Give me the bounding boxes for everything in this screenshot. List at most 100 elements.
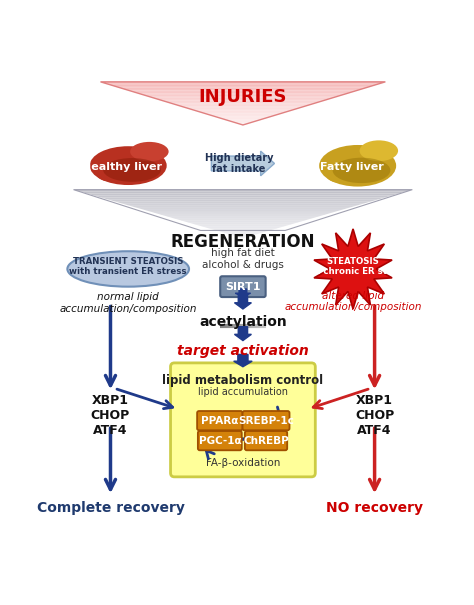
Text: Complete recovery: Complete recovery bbox=[36, 502, 184, 515]
Polygon shape bbox=[138, 93, 347, 95]
Polygon shape bbox=[186, 108, 300, 109]
Text: XBP1
CHOP
ATF4: XBP1 CHOP ATF4 bbox=[355, 394, 394, 437]
Text: INJURIES: INJURIES bbox=[199, 88, 287, 106]
Polygon shape bbox=[228, 120, 257, 122]
Text: Healthy liver: Healthy liver bbox=[82, 162, 163, 172]
Polygon shape bbox=[209, 229, 277, 231]
Polygon shape bbox=[219, 118, 267, 119]
Polygon shape bbox=[135, 207, 351, 209]
Ellipse shape bbox=[90, 146, 167, 185]
Polygon shape bbox=[235, 295, 251, 309]
Polygon shape bbox=[108, 199, 378, 201]
Polygon shape bbox=[124, 89, 362, 91]
Polygon shape bbox=[121, 203, 365, 205]
Polygon shape bbox=[235, 289, 251, 296]
Polygon shape bbox=[176, 105, 310, 106]
Polygon shape bbox=[216, 231, 270, 232]
Polygon shape bbox=[236, 236, 250, 238]
Polygon shape bbox=[100, 197, 385, 199]
Text: SIRT1: SIRT1 bbox=[225, 282, 261, 292]
Ellipse shape bbox=[327, 169, 358, 183]
Polygon shape bbox=[148, 96, 338, 97]
Polygon shape bbox=[168, 217, 318, 219]
Polygon shape bbox=[114, 201, 372, 203]
Polygon shape bbox=[181, 106, 305, 108]
Text: NO recovery: NO recovery bbox=[326, 502, 423, 515]
Polygon shape bbox=[214, 116, 272, 118]
FancyBboxPatch shape bbox=[220, 276, 265, 297]
Text: PPARα: PPARα bbox=[201, 416, 238, 426]
Text: High dietary
fat intake: High dietary fat intake bbox=[205, 152, 273, 174]
Polygon shape bbox=[110, 85, 376, 86]
Ellipse shape bbox=[130, 142, 169, 162]
Polygon shape bbox=[167, 102, 319, 103]
Text: SREBP-1c: SREBP-1c bbox=[238, 416, 294, 426]
Polygon shape bbox=[238, 123, 248, 125]
Ellipse shape bbox=[103, 158, 161, 182]
Polygon shape bbox=[200, 112, 286, 114]
Polygon shape bbox=[115, 86, 371, 88]
Polygon shape bbox=[134, 92, 352, 93]
Polygon shape bbox=[314, 229, 392, 309]
Polygon shape bbox=[80, 192, 406, 194]
Ellipse shape bbox=[360, 140, 398, 161]
Polygon shape bbox=[205, 114, 281, 115]
Text: lipid accumulation: lipid accumulation bbox=[198, 387, 288, 397]
Text: XBP1
CHOP
ATF4: XBP1 CHOP ATF4 bbox=[91, 394, 130, 437]
Text: acetylation: acetylation bbox=[199, 315, 287, 329]
Text: STEATOSIS
with chronic ER stress: STEATOSIS with chronic ER stress bbox=[299, 257, 407, 276]
Polygon shape bbox=[157, 99, 328, 100]
Text: lipid metabolism control: lipid metabolism control bbox=[163, 374, 323, 387]
Polygon shape bbox=[202, 226, 283, 229]
Polygon shape bbox=[87, 194, 399, 195]
Polygon shape bbox=[128, 205, 358, 207]
Ellipse shape bbox=[97, 169, 128, 182]
Polygon shape bbox=[172, 103, 314, 105]
Text: PGC-1α: PGC-1α bbox=[199, 436, 241, 446]
FancyBboxPatch shape bbox=[198, 431, 242, 450]
Polygon shape bbox=[155, 213, 331, 215]
Polygon shape bbox=[73, 189, 412, 192]
Polygon shape bbox=[153, 97, 333, 99]
Polygon shape bbox=[233, 122, 253, 123]
Polygon shape bbox=[235, 327, 251, 341]
Text: ChREBP: ChREBP bbox=[243, 436, 289, 446]
Polygon shape bbox=[191, 109, 295, 111]
Polygon shape bbox=[189, 223, 297, 224]
Ellipse shape bbox=[67, 251, 189, 287]
Polygon shape bbox=[148, 211, 338, 213]
FancyBboxPatch shape bbox=[197, 411, 243, 430]
Polygon shape bbox=[143, 95, 343, 96]
FancyBboxPatch shape bbox=[245, 431, 287, 450]
Polygon shape bbox=[162, 215, 324, 217]
Polygon shape bbox=[175, 219, 310, 221]
FancyBboxPatch shape bbox=[243, 411, 290, 430]
Polygon shape bbox=[94, 195, 392, 197]
Polygon shape bbox=[105, 83, 381, 85]
Polygon shape bbox=[234, 355, 252, 367]
Polygon shape bbox=[229, 234, 256, 236]
Polygon shape bbox=[182, 221, 304, 223]
Text: TRANSIENT STEATOSIS
with transient ER stress: TRANSIENT STEATOSIS with transient ER st… bbox=[70, 257, 187, 276]
Ellipse shape bbox=[319, 145, 396, 186]
Polygon shape bbox=[119, 88, 366, 89]
Text: normal lipid
accumulation/composition: normal lipid accumulation/composition bbox=[59, 292, 197, 313]
Polygon shape bbox=[210, 115, 276, 116]
Polygon shape bbox=[223, 232, 263, 234]
Text: FA-β-oxidation: FA-β-oxidation bbox=[206, 457, 280, 468]
Polygon shape bbox=[141, 209, 345, 211]
Polygon shape bbox=[195, 111, 291, 112]
Text: REGENERATION: REGENERATION bbox=[171, 233, 315, 250]
Polygon shape bbox=[100, 82, 385, 83]
Text: Fatty liver: Fatty liver bbox=[320, 162, 384, 172]
Polygon shape bbox=[195, 224, 291, 226]
Polygon shape bbox=[162, 100, 324, 102]
Text: altered lipid
accumulation/composition: altered lipid accumulation/composition bbox=[284, 290, 422, 312]
FancyBboxPatch shape bbox=[171, 363, 315, 477]
Polygon shape bbox=[224, 119, 262, 120]
Text: target activation: target activation bbox=[177, 344, 309, 358]
Ellipse shape bbox=[333, 158, 391, 183]
Polygon shape bbox=[211, 151, 274, 176]
Polygon shape bbox=[129, 91, 357, 92]
Text: high fat diet
alcohol & drugs: high fat diet alcohol & drugs bbox=[202, 248, 284, 270]
